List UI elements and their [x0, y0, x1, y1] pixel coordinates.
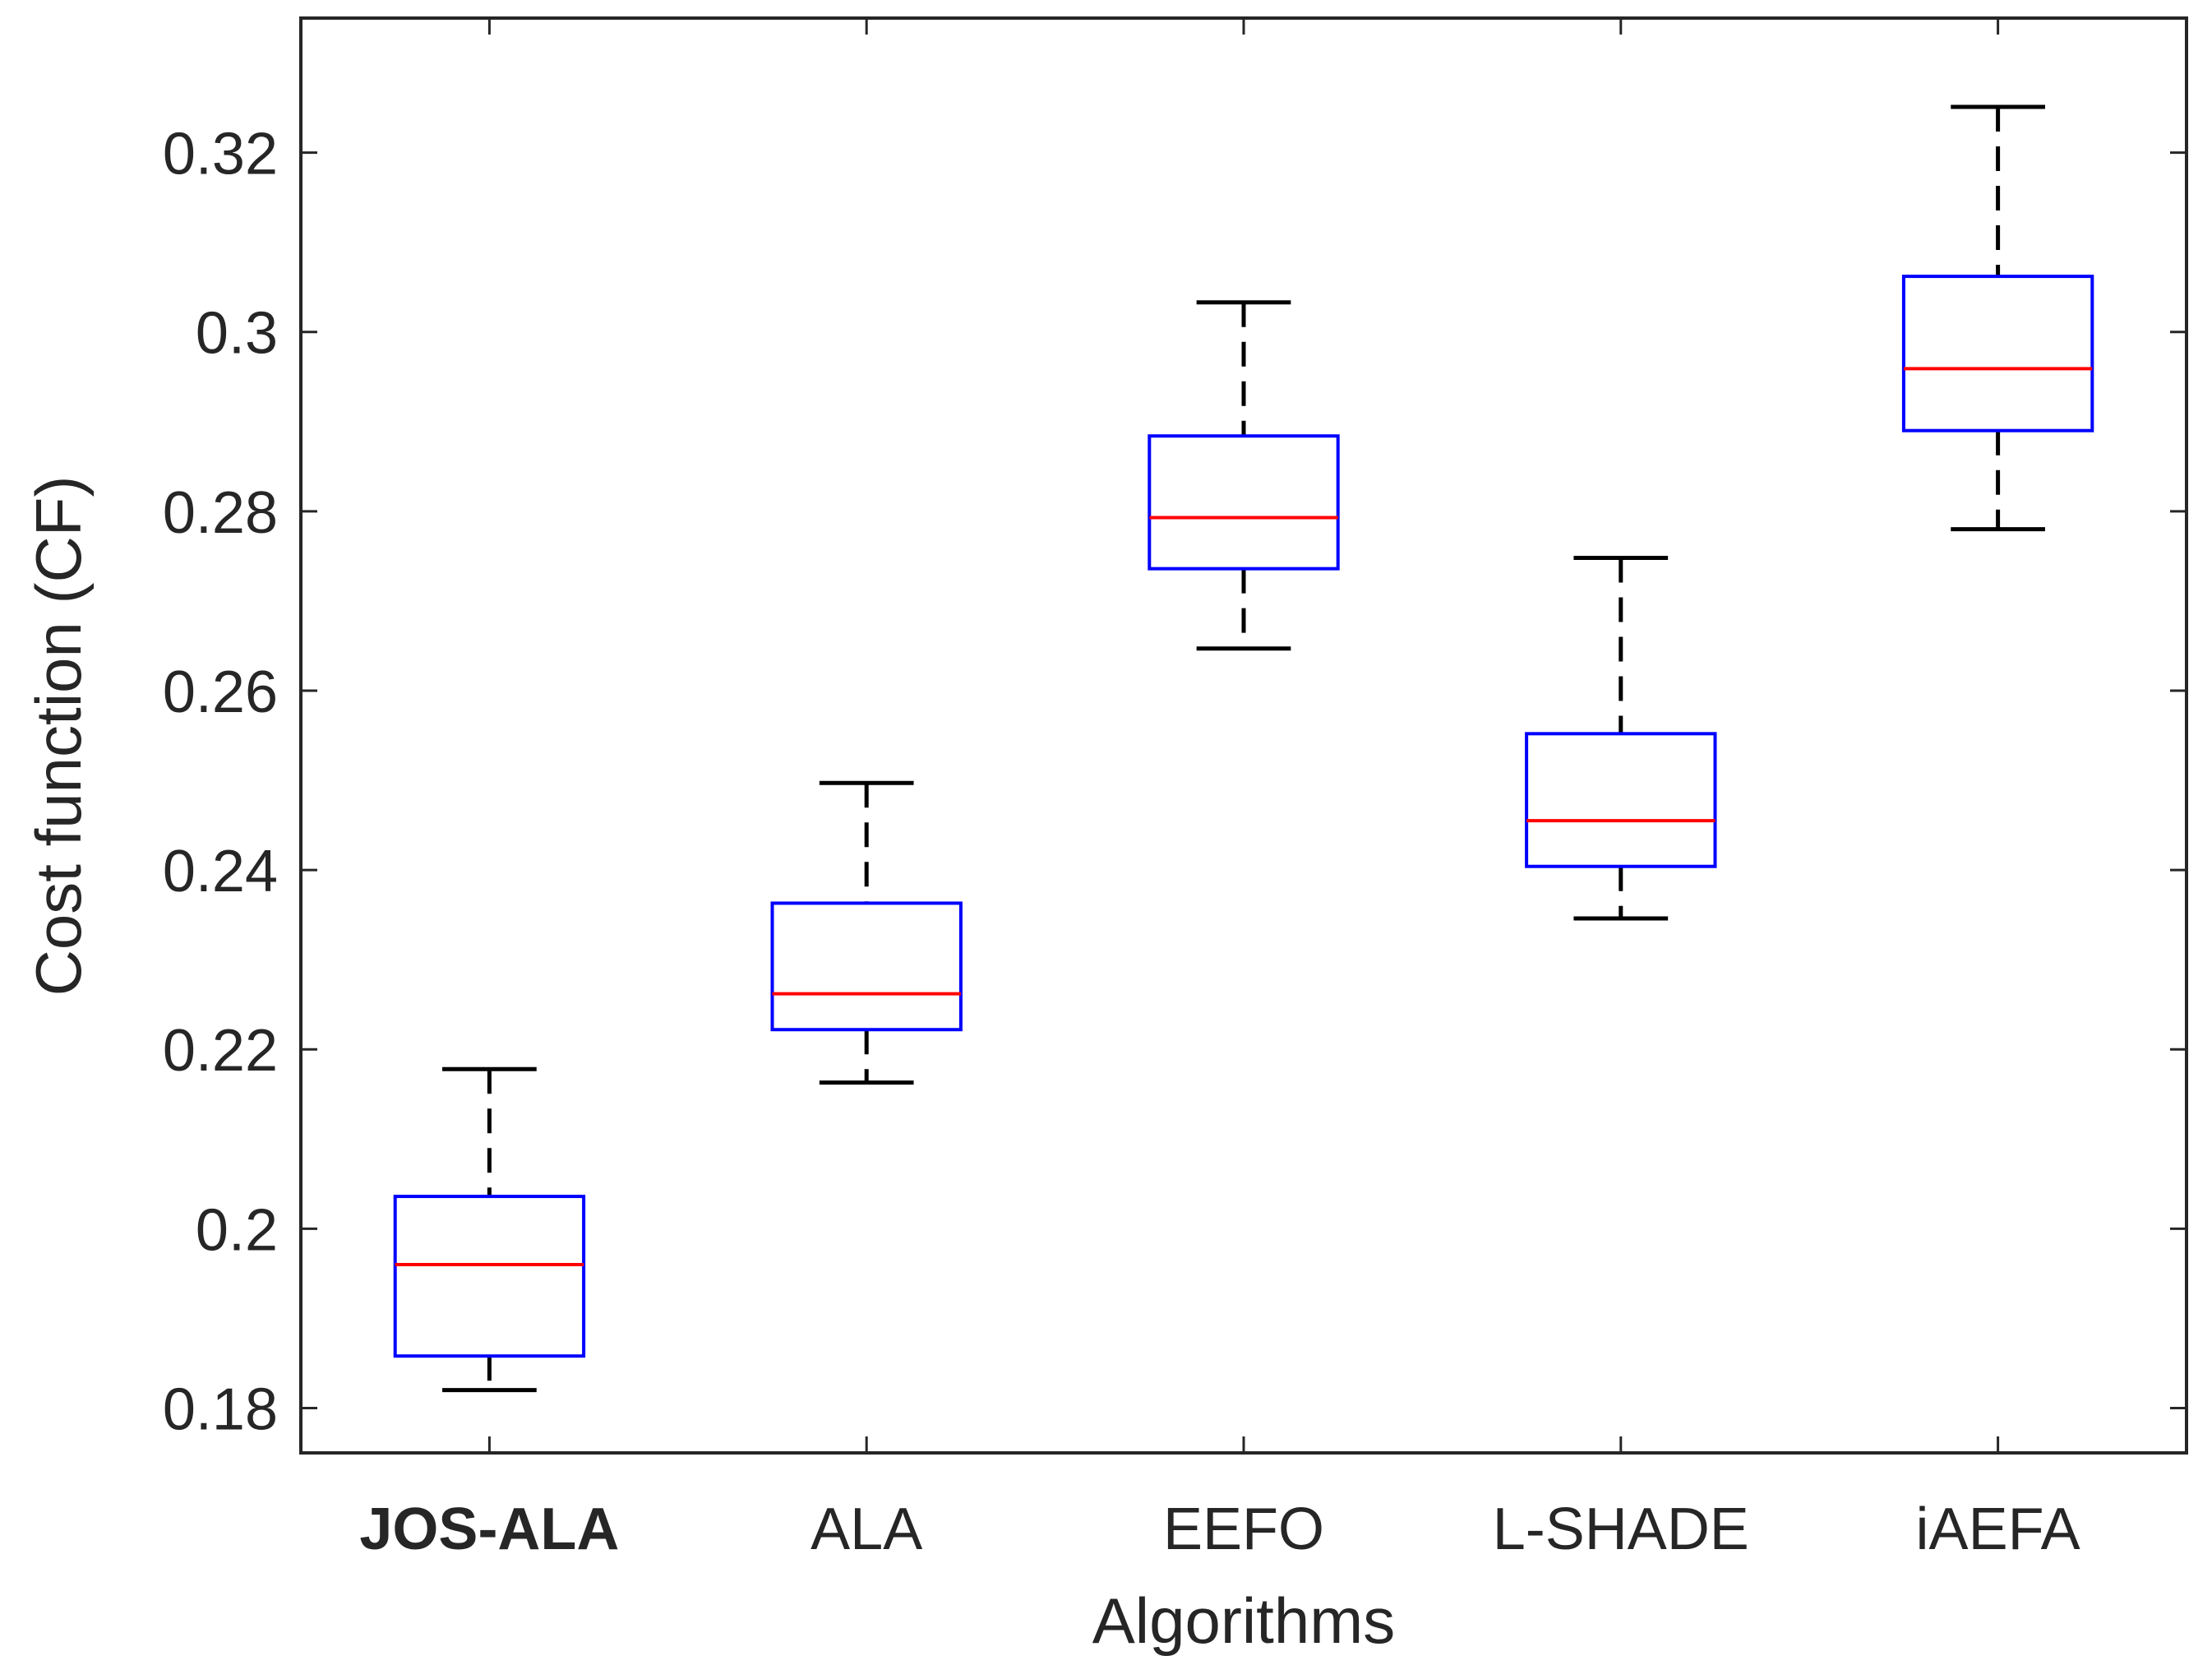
iqr-box — [770, 901, 963, 1032]
x-tick-label: ALA — [810, 1496, 922, 1562]
y-tick-label: 0.28 — [163, 480, 278, 546]
iqr-box — [393, 1195, 586, 1358]
box-iaefa — [1901, 104, 2094, 532]
x-tick-label: L-SHADE — [1493, 1496, 1749, 1562]
box-layer — [393, 104, 2094, 1393]
box-l-shade — [1525, 556, 1717, 921]
x-tick-label: JOS-ALA — [359, 1496, 619, 1562]
box-eefo — [1148, 300, 1340, 651]
y-tick-label: 0.24 — [163, 839, 278, 904]
box-ala — [770, 780, 963, 1085]
iqr-box — [1148, 434, 1340, 571]
tick-layer — [301, 18, 2187, 1453]
y-tick-label: 0.26 — [163, 659, 278, 725]
iqr-box — [1525, 732, 1717, 868]
y-tick-label: 0.18 — [163, 1376, 278, 1442]
x-tick-label: EEFO — [1163, 1496, 1324, 1562]
label-layer: 0.18 0.2 0.22 0.24 0.26 0.28 0.3 0.32 JOS-ALA ALA… — [163, 122, 2080, 1562]
plot-area-frame — [299, 16, 2188, 1455]
y-tick-label: 0.3 — [196, 301, 278, 367]
y-axis-label: Cost function (CF) — [22, 476, 95, 997]
x-axis-label: Algorithms — [1092, 1584, 1395, 1657]
x-tick-label: iAEFA — [1916, 1496, 2080, 1562]
box-jos-ala — [393, 1066, 586, 1393]
y-tick-label: 0.32 — [163, 122, 278, 187]
iqr-box — [1901, 275, 2094, 432]
y-tick-label: 0.2 — [196, 1197, 278, 1263]
y-tick-label: 0.22 — [163, 1018, 278, 1084]
